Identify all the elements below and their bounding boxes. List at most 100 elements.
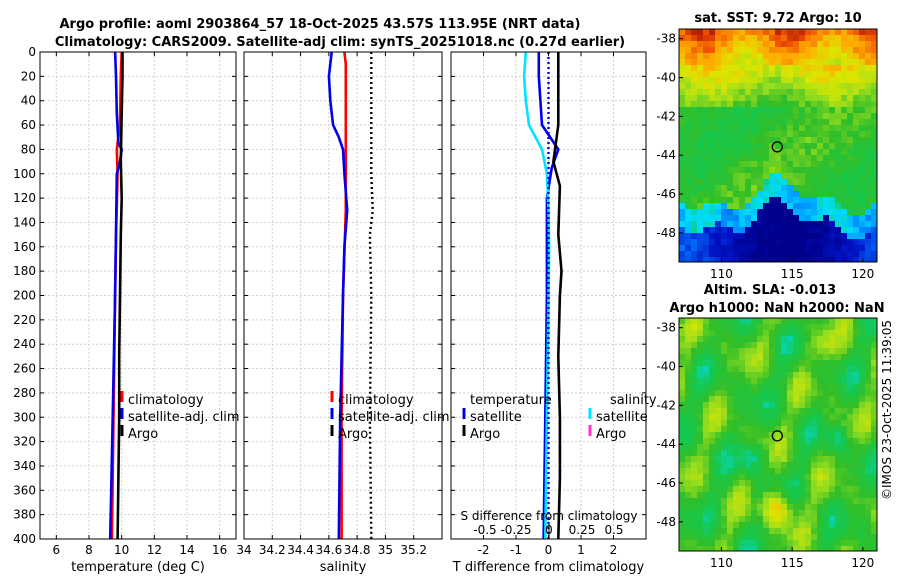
- map-cell: [799, 408, 806, 415]
- map-cell: [787, 474, 794, 481]
- map-cell: [715, 366, 722, 373]
- x-tick-label: 8: [85, 543, 93, 557]
- map-cell: [793, 59, 800, 66]
- map-cell: [679, 137, 686, 144]
- map-cell: [769, 342, 776, 349]
- map-cell: [781, 318, 788, 325]
- map-cell: [853, 155, 860, 162]
- map-cell: [697, 474, 704, 481]
- map-cell: [763, 53, 770, 60]
- map-cell: [763, 215, 770, 222]
- map-cell: [823, 426, 830, 433]
- map-cell: [709, 251, 716, 258]
- map-cell: [769, 101, 776, 108]
- map-cell: [799, 83, 806, 90]
- map-cell: [751, 492, 758, 499]
- map-cell: [811, 528, 818, 535]
- map-cell: [757, 77, 764, 84]
- map-cell: [691, 209, 698, 216]
- map-cell: [715, 402, 722, 409]
- map-cell: [709, 534, 716, 541]
- map-cell: [841, 402, 848, 409]
- map-cell: [787, 384, 794, 391]
- map-cell: [685, 191, 692, 198]
- map-cell: [709, 516, 716, 523]
- map-cell: [835, 239, 842, 246]
- map-cell: [781, 396, 788, 403]
- map-cell: [805, 366, 812, 373]
- map-cell: [745, 510, 752, 517]
- map-cell: [793, 113, 800, 120]
- map-cell: [763, 480, 770, 487]
- y-tick-label: 80: [21, 142, 36, 156]
- map-cell: [787, 41, 794, 48]
- map-cell: [709, 179, 716, 186]
- map-cell: [835, 95, 842, 102]
- map-cell: [763, 450, 770, 457]
- map-cell: [865, 185, 872, 192]
- map-cell: [787, 125, 794, 132]
- map-cell: [829, 191, 836, 198]
- map-cell: [799, 167, 806, 174]
- map-cell: [763, 149, 770, 156]
- map-cell: [871, 35, 877, 42]
- map-cell: [829, 396, 836, 403]
- map-cell: [679, 336, 686, 343]
- map-cell: [703, 348, 710, 355]
- map-cell: [721, 348, 728, 355]
- map-cell: [703, 143, 710, 150]
- map-cell: [799, 432, 806, 439]
- map-cell: [709, 203, 716, 210]
- map-cell: [679, 71, 686, 78]
- map-cell: [721, 540, 728, 547]
- map-cell: [865, 71, 872, 78]
- map-cell: [721, 143, 728, 150]
- map-cell: [823, 245, 830, 252]
- map-cell: [697, 468, 704, 475]
- map-cell: [799, 348, 806, 355]
- map-cell: [805, 414, 812, 421]
- map-cell: [823, 546, 830, 551]
- map-cell: [691, 426, 698, 433]
- y-tick-label: 360: [13, 483, 36, 497]
- map-cell: [679, 173, 686, 180]
- map-cell: [763, 360, 770, 367]
- map-cell: [727, 83, 734, 90]
- map-cell: [793, 348, 800, 355]
- map-cell: [727, 35, 734, 42]
- map-cell: [763, 59, 770, 66]
- map-cell: [685, 456, 692, 463]
- map-cell: [709, 257, 716, 262]
- map-cell: [679, 197, 686, 204]
- map-cell: [793, 426, 800, 433]
- map-cell: [829, 546, 836, 551]
- map-cell: [757, 516, 764, 523]
- map-cell: [829, 414, 836, 421]
- map-cell: [709, 324, 716, 331]
- map-cell: [865, 420, 872, 427]
- map-cell: [709, 372, 716, 379]
- map-y-tick-label: -46: [656, 476, 676, 490]
- map-cell: [733, 35, 740, 42]
- map-cell: [703, 318, 710, 325]
- map-cell: [865, 540, 872, 547]
- map-cell: [769, 137, 776, 144]
- map-cell: [697, 125, 704, 132]
- map-cell: [691, 233, 698, 240]
- map-cell: [685, 336, 692, 343]
- map-cell: [733, 450, 740, 457]
- x-tick-label: 14: [179, 543, 194, 557]
- map-cell: [859, 185, 866, 192]
- map-cell: [751, 360, 758, 367]
- map-cell: [733, 119, 740, 126]
- map-cell: [781, 35, 788, 42]
- map-cell: [703, 324, 710, 331]
- map-cell: [697, 534, 704, 541]
- map-cell: [793, 522, 800, 529]
- map-cell: [811, 59, 818, 66]
- map-cell: [721, 474, 728, 481]
- map-cell: [823, 342, 830, 349]
- map-cell: [823, 402, 830, 409]
- map-cell: [691, 83, 698, 90]
- map-cell: [841, 221, 848, 228]
